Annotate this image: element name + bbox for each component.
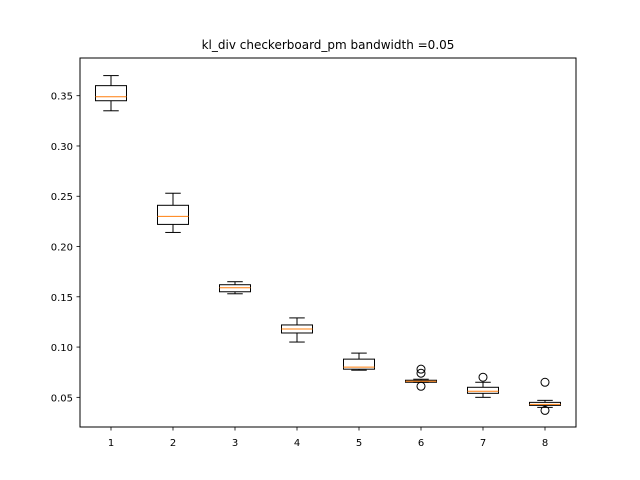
y-tick-label-3: 0.15	[51, 293, 73, 304]
y-tick-label-6: 0.30	[51, 142, 73, 153]
chart-title: kl_div checkerboard_pm bandwidth =0.05	[202, 38, 455, 52]
plot-area: 1 2 3 4 5 6 7 8 0.05 0.10 0.15 0.20 0.25 0.30 0.35	[51, 57, 577, 449]
x-tick-label-5: 5	[356, 438, 362, 449]
x-tick-label-6: 6	[418, 438, 424, 449]
flier-8-1	[540, 377, 550, 387]
flier-6-3	[416, 381, 426, 391]
box-2	[157, 204, 189, 225]
y-tick-label-2: 0.10	[51, 343, 73, 354]
flier-7-1	[478, 372, 488, 382]
y-tick-label-7: 0.35	[51, 92, 73, 103]
box-7	[467, 386, 499, 394]
box-8	[529, 401, 561, 406]
box-5	[343, 358, 375, 370]
flier-6-2	[416, 368, 426, 378]
flier-8-2	[540, 405, 550, 415]
box-1	[95, 85, 127, 102]
y-tick-label-5: 0.25	[51, 192, 73, 203]
x-tick-label-3: 3	[232, 438, 238, 449]
y-tick-label-4: 0.20	[51, 243, 73, 254]
y-tick-label-1: 0.05	[51, 393, 73, 404]
x-tick-label-1: 1	[108, 438, 114, 449]
x-tick-label-7: 7	[480, 438, 486, 449]
axes-frame	[79, 57, 577, 428]
x-tick-label-4: 4	[294, 438, 300, 449]
x-tick-label-8: 8	[542, 438, 548, 449]
flier-6-1	[416, 364, 426, 374]
box-3	[219, 284, 251, 293]
x-tick-label-2: 2	[170, 438, 176, 449]
